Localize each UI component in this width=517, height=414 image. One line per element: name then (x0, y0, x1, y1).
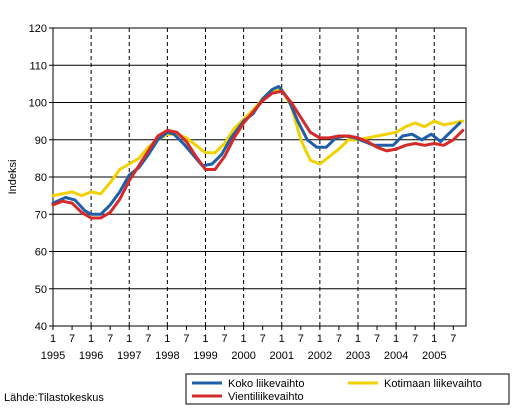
x-month-label: 1 (164, 333, 170, 345)
x-month-label: 7 (298, 333, 304, 345)
y-axis-label: Indeksi (7, 160, 19, 195)
x-month-label: 1 (88, 333, 94, 345)
series-layer (51, 85, 465, 220)
x-year-label: 1999 (193, 350, 217, 362)
x-year-label: 1998 (155, 350, 179, 362)
legend-label: Vientiliikevaihto (228, 391, 304, 403)
x-month-label: 1 (50, 333, 56, 345)
x-month-label: 1 (393, 333, 399, 345)
source-note: Lähde:Tilastokeskus (4, 392, 104, 404)
x-month-label: 1 (126, 333, 132, 345)
x-year-label: 2002 (308, 350, 332, 362)
x-month-label: 7 (183, 333, 189, 345)
x-month-label: 1 (317, 333, 323, 345)
legend: Koko liikevaihto Kotimaan liikevaihto Vien… (185, 373, 510, 405)
x-month-label: 7 (412, 333, 418, 345)
x-month-label: 7 (374, 333, 380, 345)
x-month-label: 1 (355, 333, 361, 345)
y-tick-label: 80 (35, 172, 47, 184)
y-tick-label: 90 (35, 135, 47, 147)
legend-label: Kotimaan liikevaihto (384, 378, 482, 390)
y-axis: 40 50 60 70 80 90 100 110 120 (29, 23, 53, 333)
x-month-label: 7 (69, 333, 75, 345)
x-month-label: 7 (107, 333, 113, 345)
x-month-label: 1 (279, 333, 285, 345)
y-tick-label: 70 (35, 209, 47, 221)
legend-box (185, 373, 510, 405)
x-month-label: 7 (221, 333, 227, 345)
series-line-vientiliikevaihto (51, 89, 465, 220)
x-month-label: 1 (241, 333, 247, 345)
y-tick-label: 100 (29, 98, 47, 110)
x-year-label: 1996 (79, 350, 103, 362)
x-year-label: 2005 (422, 350, 446, 362)
x-month-label: 7 (260, 333, 266, 345)
y-tick-label: 110 (29, 60, 47, 72)
x-year-label: 1995 (41, 350, 65, 362)
x-year-label: 1997 (117, 350, 141, 362)
y-tick-label: 60 (35, 247, 47, 259)
legend-label: Koko liikevaihto (228, 378, 304, 390)
x-month-label: 1 (431, 333, 437, 345)
y-tick-label: 40 (35, 321, 47, 333)
x-year-label: 2001 (269, 350, 293, 362)
y-tick-label: 50 (35, 284, 47, 296)
x-year-label: 2000 (231, 350, 255, 362)
x-month-label: 7 (450, 333, 456, 345)
x-year-label: 2003 (346, 350, 370, 362)
y-tick-label: 120 (29, 23, 47, 35)
x-month-label: 1 (202, 333, 208, 345)
x-month-label: 7 (336, 333, 342, 345)
x-year-label: 2004 (384, 350, 408, 362)
x-month-label: 7 (145, 333, 151, 345)
